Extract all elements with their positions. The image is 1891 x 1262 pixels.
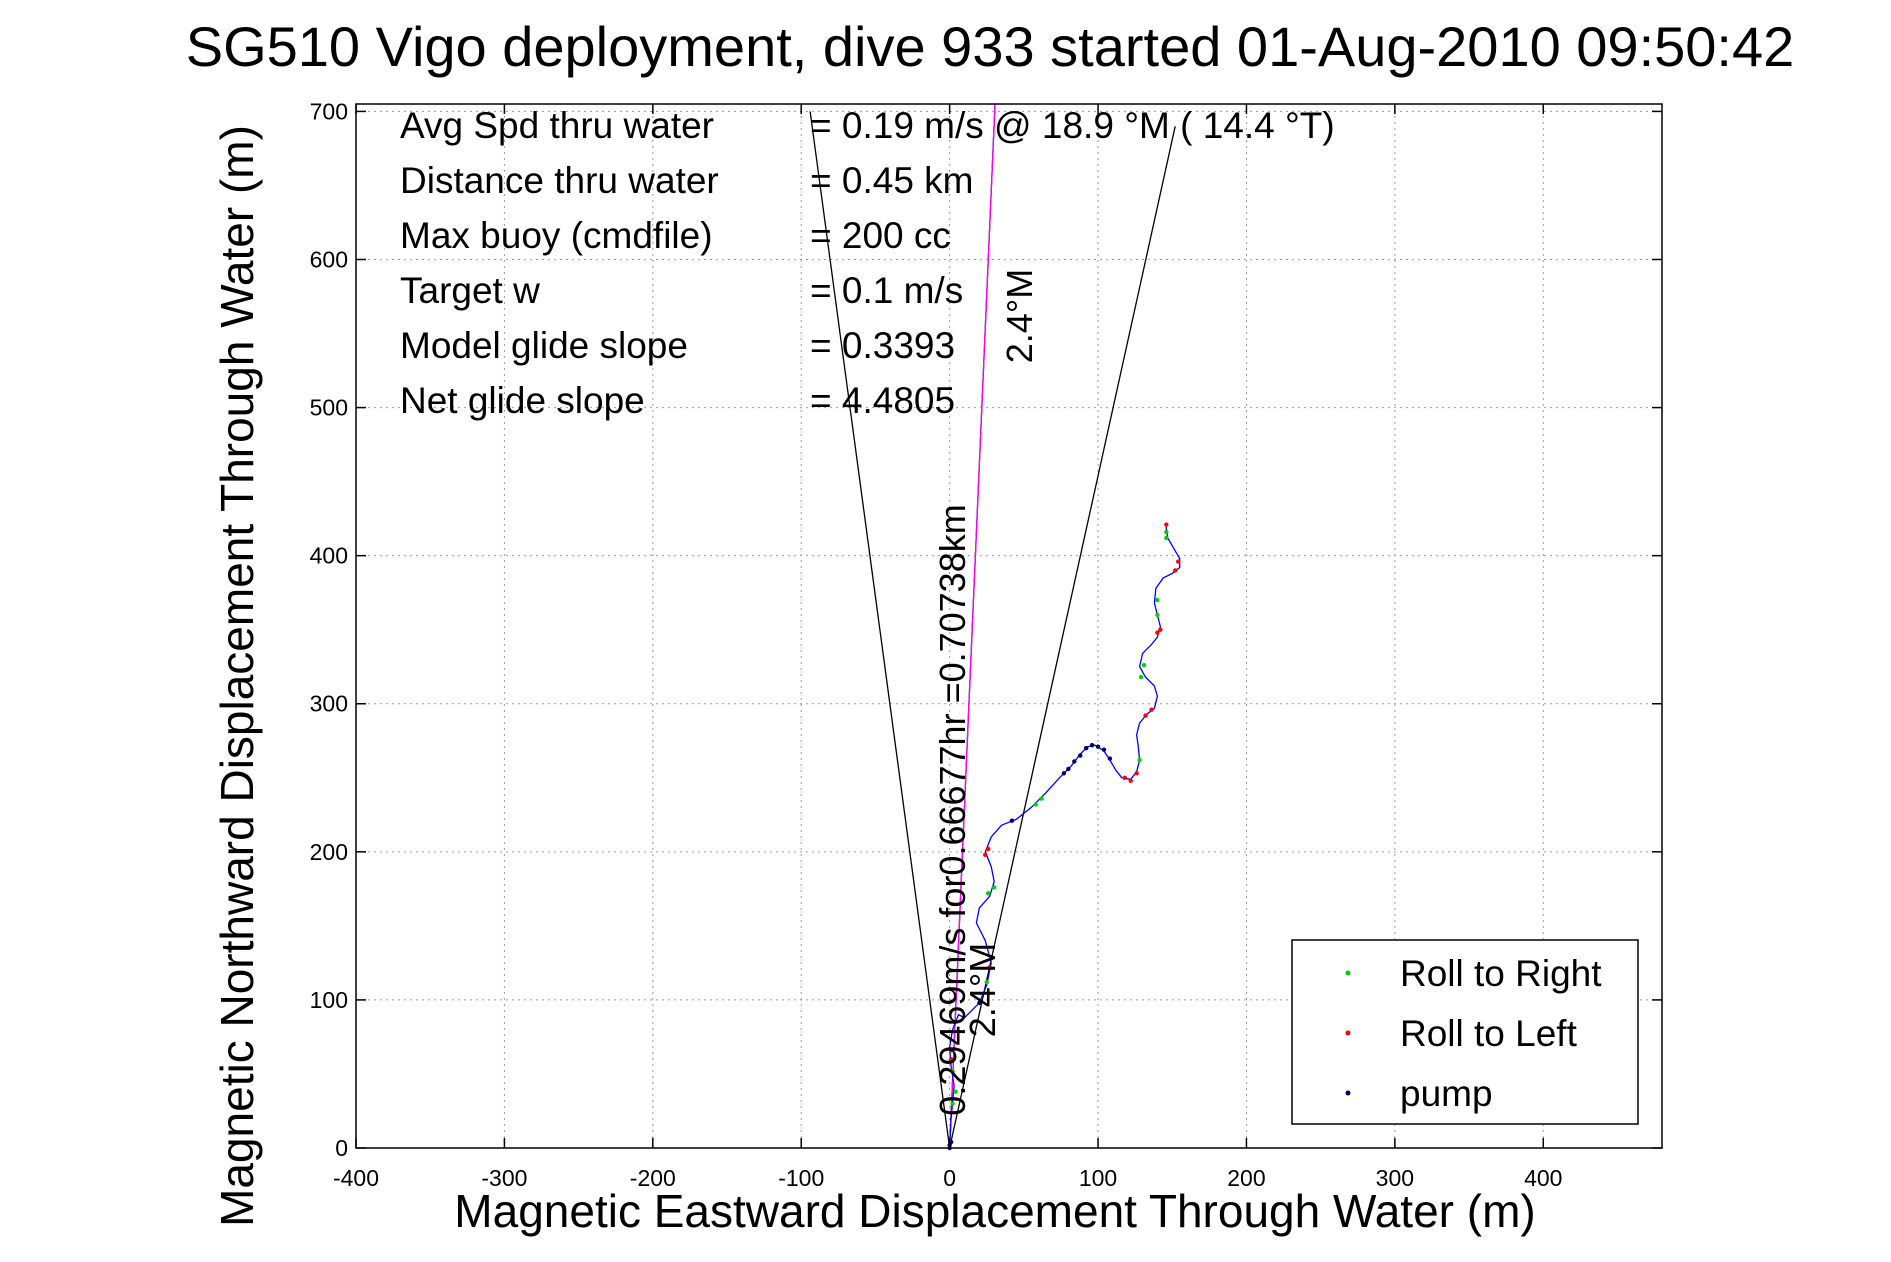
heading-guide-lines: [809, 104, 1176, 1148]
marker-roll-to-left: [1128, 778, 1133, 783]
y-tick-label: 200: [310, 839, 348, 865]
y-tick-label: 0: [335, 1135, 348, 1161]
chart-title: SG510 Vigo deployment, dive 933 started …: [186, 15, 1795, 78]
x-tick-label: 300: [1376, 1165, 1414, 1191]
marker-roll-to-right: [1155, 612, 1160, 618]
marker-roll-to-left: [983, 852, 988, 857]
marker-pump: [1089, 743, 1095, 748]
marker-roll-to-left: [1122, 775, 1127, 780]
y-tick-label: 600: [310, 246, 348, 272]
axis-ticks: -400 -300 -200 -100 0 100 200 300 400 0 100 200 300 4…: [310, 98, 1662, 1191]
stat-value: = 0.1 m/s: [810, 270, 963, 311]
stat-value: = 4.4805: [810, 380, 955, 421]
y-axis-label: Magnetic Northward Displacement Through …: [211, 125, 263, 1227]
stat-value: = 0.45 km: [810, 160, 974, 201]
marker-pump: [1101, 747, 1107, 752]
marker-roll-to-right: [1141, 663, 1147, 668]
marker-pump: [1072, 759, 1077, 764]
marker-roll-to-left: [948, 1056, 954, 1062]
y-tick-label: 300: [310, 691, 348, 717]
marker-pump: [1107, 756, 1113, 761]
x-tick-label: 200: [1227, 1165, 1265, 1191]
marker-roll-to-right: [1039, 796, 1044, 801]
heading-annotation-upper: 2.4°M: [999, 269, 1040, 363]
marker-roll-to-right: [950, 1101, 955, 1106]
legend-swatch-pump: [1345, 1090, 1351, 1096]
stats-block: Avg Spd thru water = 0.19 m/s @ 18.9 °M …: [400, 105, 1335, 421]
stat-value: = 0.3393: [810, 325, 955, 366]
marker-roll-to-left: [1155, 630, 1160, 635]
x-tick-label: -400: [333, 1165, 379, 1191]
y-tick-label: 400: [310, 543, 348, 569]
marker-pump: [1095, 744, 1101, 749]
marker-roll-to-left: [1164, 522, 1169, 527]
heading-guide-line: [949, 126, 1176, 1148]
legend: Roll to Right Roll to Left pump: [1291, 939, 1639, 1125]
heading-annotation-lower: 2.4°M: [962, 943, 1003, 1037]
stat-value: = 0.19 m/s @ 18.9 °M ( 14.4 °T): [810, 105, 1335, 146]
stat-label: Distance thru water: [400, 160, 719, 201]
marker-pump: [1083, 745, 1089, 751]
x-tick-label: -200: [630, 1165, 676, 1191]
marker-roll-to-left: [1149, 707, 1154, 712]
marker-roll-to-right: [1164, 529, 1169, 535]
x-tick-label: 100: [1079, 1165, 1117, 1191]
x-axis-label: Magnetic Eastward Displacement Through W…: [454, 1185, 1535, 1237]
x-tick-label: 0: [943, 1165, 956, 1191]
marker-pump: [1066, 766, 1071, 772]
marker-pump: [977, 1000, 982, 1006]
marker-roll-to-right: [1164, 535, 1169, 541]
marker-roll-to-left: [1143, 713, 1148, 718]
marker-pump: [1061, 771, 1067, 776]
marker-roll-to-right: [1138, 674, 1144, 680]
marker-roll-to-right: [984, 979, 989, 985]
x-tick-label: 400: [1524, 1165, 1562, 1191]
stat-label: Target w: [400, 270, 540, 311]
y-tick-label: 100: [310, 987, 348, 1013]
marker-roll-to-left: [1173, 568, 1178, 573]
legend-label: Roll to Left: [1400, 1013, 1578, 1054]
legend-swatch-roll-left: [1345, 1030, 1351, 1036]
marker-roll-to-left: [1134, 771, 1139, 776]
marker-pump: [1009, 818, 1015, 823]
stat-label: Net glide slope: [400, 380, 645, 421]
legend-swatch-roll-right: [1345, 970, 1351, 976]
marker-roll-to-right: [991, 885, 997, 890]
marker-roll-to-right: [953, 1089, 958, 1094]
stat-label: Max buoy (cmdfile): [400, 215, 713, 256]
stat-label: Avg Spd thru water: [400, 105, 714, 146]
x-tick-label: -300: [481, 1165, 527, 1191]
marker-roll-to-left: [986, 846, 991, 852]
marker-roll-to-left: [1175, 559, 1181, 564]
heading-guide-line: [948, 104, 996, 1148]
marker-roll-to-left: [987, 965, 992, 970]
current-annotation: 0.29469m/s for0.66677hr =0.70738km: [932, 504, 973, 1115]
stat-label: Model glide slope: [400, 325, 688, 366]
heading-guide-line: [809, 111, 951, 1148]
marker-roll-to-right: [1155, 597, 1160, 603]
plot-border: [355, 103, 1663, 1149]
stat-value: = 200 cc: [810, 215, 951, 256]
marker-roll-to-right: [950, 1068, 955, 1074]
marker-roll-to-left: [948, 1048, 954, 1053]
marker-pump: [1078, 753, 1083, 758]
marker-roll-to-right: [1033, 802, 1038, 807]
y-tick-label: 700: [310, 98, 348, 124]
marker-roll-to-right: [986, 891, 991, 896]
legend-label: pump: [1400, 1073, 1493, 1114]
legend-label: Roll to Right: [1400, 953, 1602, 994]
marker-roll-to-left: [1158, 627, 1163, 632]
x-tick-label: -100: [778, 1165, 824, 1191]
y-tick-label: 500: [310, 395, 348, 421]
marker-roll-to-right: [1137, 757, 1142, 763]
